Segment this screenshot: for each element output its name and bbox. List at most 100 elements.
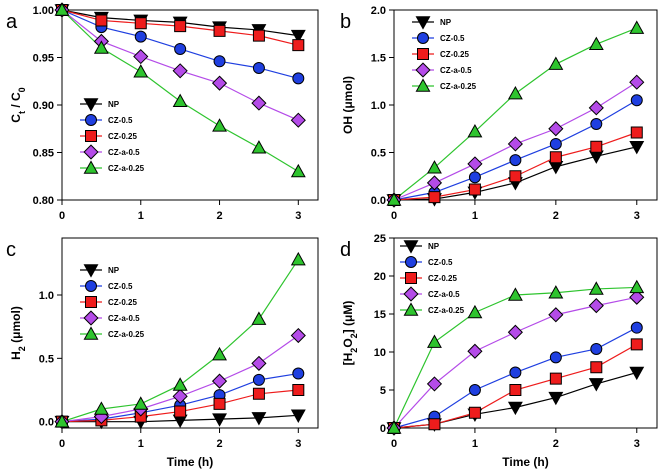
data-point-CZ-0.25	[252, 29, 265, 42]
y-tick-label: 10	[374, 347, 386, 359]
x-tick-label: 1	[472, 210, 478, 222]
data-point-CZ-0.25	[292, 384, 305, 396]
data-point-NP	[507, 401, 523, 416]
legend-marker-CZ-a-0.25	[403, 302, 419, 316]
legend-marker-NP	[83, 98, 99, 112]
data-point-CZ-a-0.25	[172, 377, 188, 391]
legend-marker-CZ-a-0.5	[83, 144, 99, 160]
y-axis-title: H2 (μmol)	[9, 306, 27, 360]
y-tick-label: 0.5	[39, 353, 54, 365]
data-point-CZ-a-0.5	[251, 95, 267, 111]
data-point-CZ-a-0.5	[211, 75, 228, 91]
x-tick-label: 3	[634, 210, 640, 222]
x-tick-label: 3	[634, 438, 640, 450]
data-point-CZ-a-0.25	[629, 20, 645, 34]
legend-label: CZ-a-0.5	[428, 290, 460, 299]
panel-label: b	[340, 11, 351, 33]
legend-label: CZ-0.5	[108, 282, 133, 291]
legend-marker-CZ-a-0.5	[415, 62, 431, 78]
data-point-CZ-a-0.25	[172, 93, 188, 107]
legend-marker-CZ-0.5	[417, 32, 429, 44]
data-point-CZ-a-0.25	[427, 334, 442, 348]
data-point-CZ-a-0.5	[426, 175, 443, 191]
data-point-CZ-0.25	[174, 405, 187, 418]
data-point-CZ-a-0.25	[54, 2, 70, 16]
data-point-CZ-0.25	[549, 151, 562, 164]
y-tick-label: 1.0	[371, 100, 386, 112]
y-tick-label: 1.0	[39, 290, 54, 302]
legend-marker-NP	[415, 16, 431, 30]
y-tick-label: 0.90	[33, 100, 54, 112]
x-tick-label: 0	[391, 438, 397, 450]
data-point-CZ-0.5	[174, 42, 187, 55]
y-tick-label: 20	[374, 271, 386, 283]
data-point-CZ-0.5	[509, 366, 522, 379]
data-point-CZ-0.25	[468, 183, 481, 196]
y-tick-label: 0.85	[33, 148, 54, 160]
legend-label: CZ-0.25	[428, 274, 457, 283]
x-tick-label: 0	[59, 210, 65, 222]
data-point-CZ-0.5	[590, 118, 603, 130]
data-point-CZ-0.25	[292, 39, 305, 52]
plot-frame	[393, 237, 658, 429]
data-point-CZ-a-0.5	[211, 373, 228, 389]
legend-marker-CZ-0.5	[85, 114, 97, 126]
y-tick-label: 1.5	[371, 53, 386, 65]
data-point-CZ-0.5	[292, 72, 305, 85]
data-point-NP	[548, 391, 564, 406]
data-point-CZ-0.5	[252, 373, 265, 386]
y-tick-label: 0.0	[371, 195, 386, 207]
data-point-CZ-a-0.25	[629, 279, 645, 294]
legend-label: CZ-0.25	[440, 50, 469, 59]
data-point-CZ-a-0.25	[212, 118, 227, 132]
legend-marker-CZ-a-0.25	[83, 326, 99, 340]
panel-label: c	[6, 239, 16, 261]
y-axis-title: [H2O2] (μM)	[341, 301, 359, 366]
data-point-NP	[629, 366, 645, 381]
data-point-CZ-0.25	[590, 361, 603, 374]
data-point-CZ-0.25	[428, 191, 441, 204]
x-tick-label: 2	[216, 210, 222, 222]
data-point-CZ-a-0.25	[290, 163, 306, 178]
data-point-CZ-a-0.5	[507, 136, 523, 152]
legend-marker-CZ-a-0.25	[83, 160, 99, 174]
legend-marker-NP	[83, 264, 99, 278]
legend-marker-CZ-a-0.25	[415, 78, 431, 92]
x-tick-label: 1	[472, 438, 478, 450]
y-tick-label: 0.80	[33, 195, 54, 207]
data-point-CZ-a-0.5	[290, 112, 306, 128]
data-point-NP	[548, 160, 564, 175]
data-point-CZ-0.25	[95, 14, 108, 27]
data-point-CZ-0.5	[468, 384, 481, 396]
legend-label: CZ-a-0.25	[440, 82, 477, 91]
legend-label: CZ-0.5	[428, 258, 453, 267]
data-point-CZ-a-0.5	[133, 48, 149, 65]
data-point-CZ-a-0.5	[548, 121, 564, 137]
data-point-CZ-0.5	[509, 154, 522, 167]
x-tick-label: 1	[138, 438, 144, 450]
legend-marker-CZ-0.25	[85, 296, 97, 308]
chart-panel-b: 0 1 2 3 0.0 0.5 1.0 1.5 2.0 b OH (μmol) NP CZ-0.5 CZ-…	[340, 5, 658, 222]
data-point-CZ-0.5	[213, 55, 226, 68]
legend-label: NP	[108, 100, 120, 109]
data-point-CZ-a-0.25	[467, 123, 483, 138]
data-point-CZ-a-0.25	[548, 56, 564, 70]
legend-label: NP	[108, 266, 120, 275]
data-point-CZ-0.25	[428, 418, 441, 431]
data-point-CZ-a-0.25	[507, 85, 523, 100]
legend-marker-CZ-0.5	[405, 256, 417, 268]
legend-label: CZ-0.5	[108, 116, 133, 125]
panel-label: a	[6, 11, 18, 33]
legend: NP CZ-0.5 CZ-0.25 CZ-a-0.5 CZ-a-0.25	[80, 264, 145, 340]
legend-marker-CZ-0.25	[405, 272, 417, 284]
data-point-CZ-0.25	[630, 126, 643, 139]
data-point-CZ-0.25	[213, 24, 226, 37]
legend-label: NP	[428, 242, 440, 251]
data-point-CZ-a-0.25	[54, 414, 70, 428]
data-point-CZ-a-0.25	[386, 192, 402, 206]
x-tick-label: 3	[295, 438, 301, 450]
data-point-CZ-0.5	[134, 30, 147, 43]
x-tick-label: 2	[553, 210, 559, 222]
data-point-CZ-a-0.25	[427, 160, 442, 174]
